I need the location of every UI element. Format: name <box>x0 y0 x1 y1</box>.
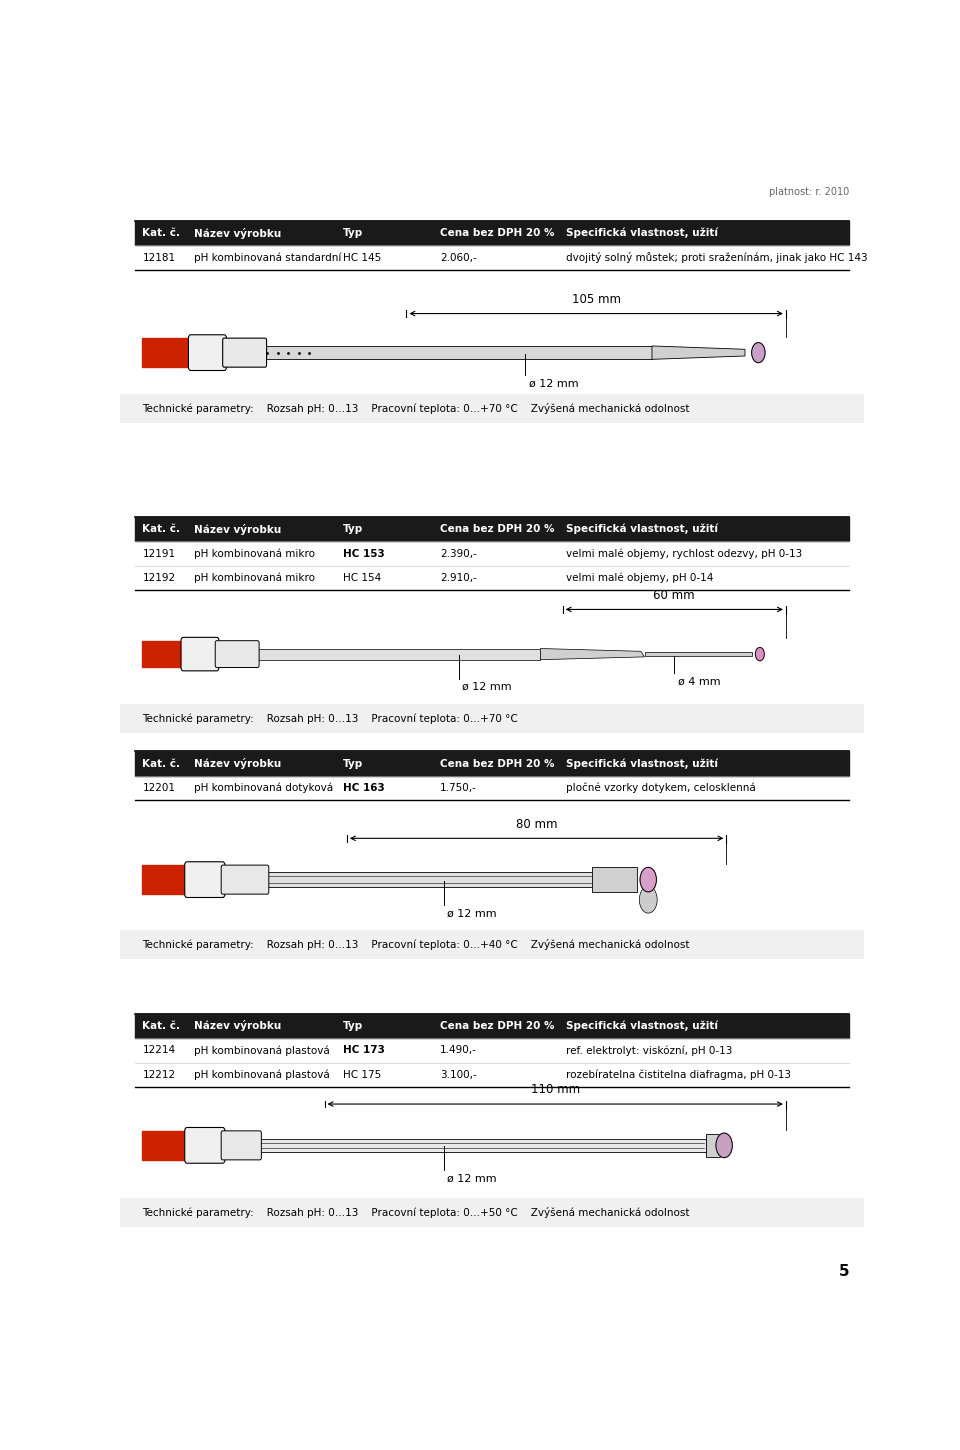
Text: ø 4 mm: ø 4 mm <box>678 676 721 686</box>
Text: Kat. č.: Kat. č. <box>142 758 180 768</box>
Bar <box>134 1014 849 1038</box>
Text: Cena bez DPH 20 %: Cena bez DPH 20 % <box>440 1021 555 1031</box>
Text: Název výrobku: Název výrobku <box>194 1021 281 1031</box>
Circle shape <box>752 342 765 362</box>
FancyBboxPatch shape <box>181 638 219 671</box>
FancyBboxPatch shape <box>221 866 269 895</box>
Text: platnost: r. 2010: platnost: r. 2010 <box>769 187 849 197</box>
Bar <box>265 347 652 360</box>
FancyBboxPatch shape <box>223 338 267 367</box>
Bar <box>260 1138 707 1153</box>
Text: HC 175: HC 175 <box>344 1070 381 1080</box>
Text: 80 mm: 80 mm <box>516 818 558 831</box>
Text: HC 163: HC 163 <box>344 783 385 793</box>
Bar <box>142 1131 187 1160</box>
Circle shape <box>640 867 657 892</box>
Text: Název výrobku: Název výrobku <box>194 228 281 239</box>
Bar <box>134 516 849 541</box>
Text: HC 173: HC 173 <box>344 1045 385 1056</box>
Text: 60 mm: 60 mm <box>654 589 695 602</box>
Text: 110 mm: 110 mm <box>531 1083 580 1096</box>
Text: pH kombinovaná plastová: pH kombinovaná plastová <box>194 1070 330 1080</box>
Bar <box>644 652 753 657</box>
Text: Cena bez DPH 20 %: Cena bez DPH 20 % <box>440 228 555 238</box>
Text: HC 154: HC 154 <box>344 573 381 583</box>
Text: pH kombinovaná mikro: pH kombinovaná mikro <box>194 573 316 583</box>
Text: 1.490,-: 1.490,- <box>440 1045 477 1056</box>
Bar <box>120 705 864 734</box>
Bar <box>134 751 849 776</box>
Text: Specifická vlastnost, užití: Specifická vlastnost, užití <box>566 758 718 768</box>
Text: Technické parametry:    Rozsah pH: 0…13    Pracovní teplota: 0…+40 °C    Zvýšená: Technické parametry: Rozsah pH: 0…13 Pra… <box>142 940 690 950</box>
Text: Cena bez DPH 20 %: Cena bez DPH 20 % <box>440 523 555 534</box>
FancyBboxPatch shape <box>188 335 227 371</box>
Text: 12201: 12201 <box>142 783 176 793</box>
Text: Kat. č.: Kat. č. <box>142 523 180 534</box>
Bar <box>707 1134 720 1157</box>
Text: Specifická vlastnost, užití: Specifická vlastnost, užití <box>566 1021 718 1031</box>
Text: 2.910,-: 2.910,- <box>440 573 477 583</box>
Bar <box>142 641 183 667</box>
Text: Typ: Typ <box>344 523 364 534</box>
Text: dvojitý solný můstek; proti sraženínám, jinak jako HC 143: dvojitý solný můstek; proti sraženínám, … <box>566 252 868 264</box>
Text: Typ: Typ <box>344 1021 364 1031</box>
Text: Kat. č.: Kat. č. <box>142 1021 180 1031</box>
Text: ref. elektrolyt: viskózní, pH 0-13: ref. elektrolyt: viskózní, pH 0-13 <box>566 1045 732 1056</box>
Text: velmi malé objemy, rychlost odezvy, pH 0-13: velmi malé objemy, rychlost odezvy, pH 0… <box>566 548 803 558</box>
Bar <box>120 1198 864 1227</box>
Text: 12191: 12191 <box>142 548 176 558</box>
Text: Název výrobku: Název výrobku <box>194 523 281 535</box>
Text: Specifická vlastnost, užití: Specifická vlastnost, užití <box>566 228 718 238</box>
Text: Technické parametry:    Rozsah pH: 0…13    Pracovní teplota: 0…+70 °C    Zvýšená: Technické parametry: Rozsah pH: 0…13 Pra… <box>142 403 690 413</box>
Text: 12212: 12212 <box>142 1070 176 1080</box>
FancyBboxPatch shape <box>215 641 259 667</box>
Text: Název výrobku: Název výrobku <box>194 758 281 768</box>
Text: HC 145: HC 145 <box>344 252 381 262</box>
Text: pH kombinovaná dotyková: pH kombinovaná dotyková <box>194 783 333 793</box>
Text: pločné vzorky dotykem, celosklenná: pločné vzorky dotykem, celosklenná <box>566 783 756 793</box>
Circle shape <box>756 647 764 661</box>
Circle shape <box>639 886 658 914</box>
Polygon shape <box>652 347 745 360</box>
Text: Specifická vlastnost, užití: Specifická vlastnost, užití <box>566 523 718 534</box>
Bar <box>142 866 187 895</box>
Text: 12214: 12214 <box>142 1045 176 1056</box>
Bar <box>142 338 191 367</box>
Bar <box>267 871 594 887</box>
Text: pH kombinovaná plastová: pH kombinovaná plastová <box>194 1045 330 1056</box>
Text: ø 12 mm: ø 12 mm <box>529 378 579 389</box>
Text: Technické parametry:    Rozsah pH: 0…13    Pracovní teplota: 0…+70 °C: Technické parametry: Rozsah pH: 0…13 Pra… <box>142 713 518 724</box>
Text: rozebíratelna čistitelna diafragma, pH 0-13: rozebíratelna čistitelna diafragma, pH 0… <box>566 1070 791 1080</box>
Text: 12192: 12192 <box>142 573 176 583</box>
Text: Kat. č.: Kat. č. <box>142 228 180 238</box>
Bar <box>257 648 540 660</box>
Text: pH kombinovaná standardní: pH kombinovaná standardní <box>194 252 342 262</box>
FancyBboxPatch shape <box>184 861 225 898</box>
Text: ø 12 mm: ø 12 mm <box>463 682 512 692</box>
Text: 1.750,-: 1.750,- <box>440 783 477 793</box>
Text: velmi malé objemy, pH 0-14: velmi malé objemy, pH 0-14 <box>566 573 714 583</box>
Text: 2.060,-: 2.060,- <box>440 252 477 262</box>
Text: Technické parametry:    Rozsah pH: 0…13    Pracovní teplota: 0…+50 °C    Zvýšená: Technické parametry: Rozsah pH: 0…13 Pra… <box>142 1206 690 1218</box>
Bar <box>120 929 864 958</box>
Circle shape <box>716 1132 732 1157</box>
Text: Typ: Typ <box>344 758 364 768</box>
FancyBboxPatch shape <box>184 1128 225 1163</box>
FancyBboxPatch shape <box>221 1131 261 1160</box>
Bar <box>592 867 637 892</box>
Text: 12181: 12181 <box>142 252 176 262</box>
Text: pH kombinovaná mikro: pH kombinovaná mikro <box>194 548 316 558</box>
Text: 3.100,-: 3.100,- <box>440 1070 477 1080</box>
Bar <box>134 220 849 245</box>
Polygon shape <box>540 648 644 660</box>
Text: ø 12 mm: ø 12 mm <box>447 1173 497 1183</box>
Text: Cena bez DPH 20 %: Cena bez DPH 20 % <box>440 758 555 768</box>
Text: ø 12 mm: ø 12 mm <box>447 909 497 919</box>
Text: 5: 5 <box>838 1264 849 1279</box>
Text: 2.390,-: 2.390,- <box>440 548 477 558</box>
Bar <box>120 394 864 423</box>
Text: HC 153: HC 153 <box>344 548 385 558</box>
Text: Typ: Typ <box>344 228 364 238</box>
Text: 105 mm: 105 mm <box>571 293 621 306</box>
